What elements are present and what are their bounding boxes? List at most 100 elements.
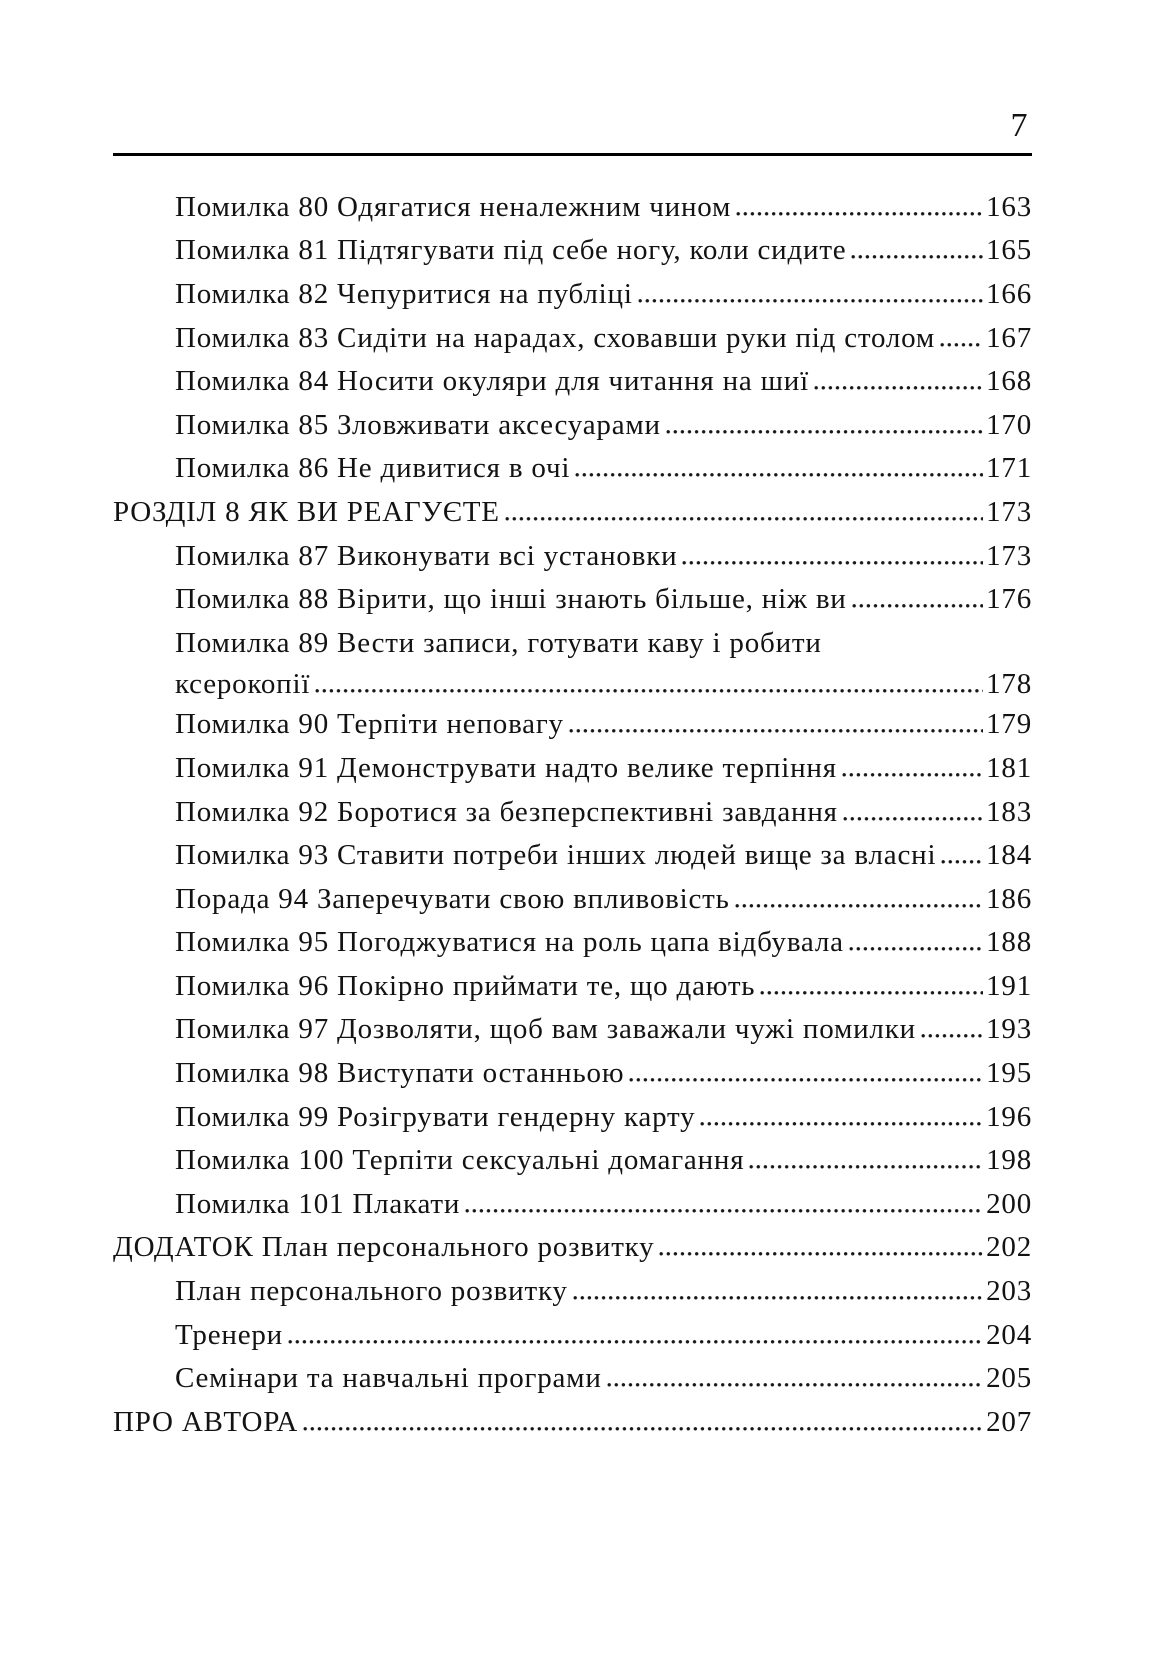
toc-entry: Помилка 88 Вірити, що інші знають більше… <box>113 578 1032 622</box>
toc-dot-leader <box>841 771 984 777</box>
toc-entry: Помилка 101 Плакати 200 <box>113 1183 1032 1227</box>
toc-entry-label: Помилка 85 Зловживати аксесуарами <box>175 408 661 441</box>
toc-entry-page: 191 <box>986 969 1032 1002</box>
toc-dot-leader <box>504 515 984 521</box>
toc-entry-label: Помилка 84 Носити окуляри для читання на… <box>175 365 809 398</box>
toc-entry-label: Тренери <box>175 1318 283 1351</box>
toc-entry-label: Помилка 100 Терпіти сексуальні домагання <box>175 1144 745 1177</box>
toc-entry-label: Помилка 96 Покірно приймати те, що дають <box>175 969 756 1002</box>
toc-entry-label: Помилка 99 Розігрувати гендерну карту <box>175 1100 696 1133</box>
toc-entry: Помилка 96 Покірно приймати те, що дають… <box>113 965 1032 1009</box>
toc-entry-label: Помилка 101 Плакати <box>175 1187 461 1220</box>
toc-entry-page: 204 <box>986 1318 1032 1351</box>
toc-entry-label: Помилка 97 Дозволяти, щоб вам заважали ч… <box>175 1013 916 1046</box>
toc-dot-leader <box>813 385 984 391</box>
toc-entry-page: 173 <box>986 539 1032 572</box>
toc-entry: Тренери 204 <box>113 1314 1032 1358</box>
toc-dot-leader <box>941 859 984 865</box>
toc-entry: РОЗДІЛ 8 ЯК ВИ РЕАГУЄТЕ 173 <box>113 491 1032 535</box>
toc-entry-page: 167 <box>986 321 1032 354</box>
toc-entry: ксерокопії 178 <box>113 665 1032 703</box>
toc-entry-page: 195 <box>986 1057 1032 1090</box>
toc-entry-label: Помилка 88 Вірити, що інші знають більше… <box>175 583 847 616</box>
toc-entry-page: 179 <box>986 708 1032 741</box>
toc-dot-leader <box>575 472 984 478</box>
toc-entry-label: Помилка 90 Терпіти неповагу <box>175 708 564 741</box>
toc-dot-leader <box>749 1164 984 1170</box>
toc-entry-label: Семінари та навчальні програми <box>175 1362 602 1395</box>
toc-entry-page: 203 <box>986 1275 1032 1308</box>
toc-entry-page: 198 <box>986 1144 1032 1177</box>
toc-entry: Семінари та навчальні програми 205 <box>113 1357 1032 1401</box>
toc-entry: Помилка 81 Підтягувати під себе ногу, ко… <box>113 229 1032 273</box>
toc-entry-page: 170 <box>986 408 1032 441</box>
toc-entry-label: Порада 94 Заперечувати свою впливовість <box>175 882 730 915</box>
toc-entry-page: 166 <box>986 277 1032 310</box>
toc-entry-page: 173 <box>986 495 1032 528</box>
toc-dot-leader <box>682 559 984 565</box>
toc-entry-page: 176 <box>986 583 1032 616</box>
toc-dot-leader <box>734 902 984 908</box>
toc-entry-page: 188 <box>986 926 1032 959</box>
toc-entry-page: 193 <box>986 1013 1032 1046</box>
toc-entry-label: Помилка 87 Виконувати всі установки <box>175 539 678 572</box>
toc-entry: Помилка 87 Виконувати всі установки 173 <box>113 535 1032 579</box>
toc-dot-leader <box>288 1338 984 1344</box>
toc-entry: Помилка 91 Демонструвати надто велике те… <box>113 747 1032 791</box>
toc-entry: Помилка 98 Виступати останньою 195 <box>113 1052 1032 1096</box>
toc-entry-label: Помилка 98 Виступати останньою <box>175 1057 625 1090</box>
toc-entry: Помилка 93 Ставити потреби інших людей в… <box>113 834 1032 878</box>
toc-entry: Помилка 80 Одягатися неналежним чином 16… <box>113 186 1032 230</box>
toc-entry-label: Помилка 82 Чепуритися на публіці <box>175 277 633 310</box>
toc-entry: ПРО АВТОРА 207 <box>113 1401 1032 1445</box>
toc-entry-label: Помилка 80 Одягатися неналежним чином <box>175 190 732 223</box>
toc-entry: Помилка 97 Дозволяти, щоб вам заважали ч… <box>113 1008 1032 1052</box>
toc-entry-page: 168 <box>986 365 1032 398</box>
toc-dot-leader <box>303 1425 984 1431</box>
toc-dot-leader <box>572 1295 984 1301</box>
toc-dot-leader <box>315 688 984 694</box>
toc-entry-page: 200 <box>986 1187 1032 1220</box>
toc-entry-page: 202 <box>986 1231 1032 1264</box>
toc-dot-leader <box>568 728 984 734</box>
toc-entry-page: 183 <box>986 795 1032 828</box>
toc-dot-leader <box>465 1207 984 1213</box>
toc-entry: Помилка 84 Носити окуляри для читання на… <box>113 360 1032 404</box>
toc-dot-leader <box>842 815 984 821</box>
toc-dot-leader <box>606 1382 984 1388</box>
toc-entry-label: РОЗДІЛ 8 ЯК ВИ РЕАГУЄТЕ <box>113 495 500 528</box>
toc-entry-label: Помилка 89 Вести записи, готувати каву і… <box>175 626 822 659</box>
toc-list: Помилка 80 Одягатися неналежним чином 16… <box>113 186 1032 1445</box>
toc-dot-leader <box>659 1251 984 1257</box>
toc-entry-page: 184 <box>986 839 1032 872</box>
toc-entry: Помилка 85 Зловживати аксесуарами 170 <box>113 404 1032 448</box>
toc-entry: ДОДАТОК План персонального розвитку 202 <box>113 1226 1032 1270</box>
toc-dot-leader <box>940 341 984 347</box>
toc-entry-page: 165 <box>986 234 1032 267</box>
toc-entry: Помилка 86 Не дивитися в очі 171 <box>113 447 1032 491</box>
toc-entry-page: 181 <box>986 751 1032 784</box>
toc-entry: Помилка 100 Терпіти сексуальні домагання… <box>113 1139 1032 1183</box>
header-rule <box>113 152 1032 156</box>
toc-dot-leader <box>920 1033 984 1039</box>
toc-entry-page: 196 <box>986 1100 1032 1133</box>
toc-dot-leader <box>665 428 984 434</box>
toc-entry-label: ДОДАТОК План персонального розвитку <box>113 1231 655 1264</box>
toc-entry-label: ПРО АВТОРА <box>113 1405 299 1438</box>
book-page: 7 Помилка 80 Одягатися неналежним чином … <box>113 0 1032 1444</box>
toc-dot-leader <box>700 1120 984 1126</box>
page-header: 7 <box>113 106 1032 147</box>
toc-entry-label: Помилка 91 Демонструвати надто велике те… <box>175 751 837 784</box>
toc-entry-label: Помилка 81 Підтягувати під себе ногу, ко… <box>175 234 847 267</box>
toc-entry: Помилка 82 Чепуритися на публіці 166 <box>113 273 1032 317</box>
page-number: 7 <box>1010 107 1028 144</box>
toc-entry-page: 163 <box>986 190 1032 223</box>
toc-dot-leader <box>637 297 984 303</box>
toc-entry-page: 205 <box>986 1362 1032 1395</box>
toc-entry-label: ксерокопії <box>175 668 311 701</box>
toc-entry-label: Помилка 92 Боротися за безперспективні з… <box>175 795 838 828</box>
toc-entry-label: Помилка 83 Сидіти на нарадах, сховавши р… <box>175 321 936 354</box>
toc-entry: План персонального розвитку 203 <box>113 1270 1032 1314</box>
toc-dot-leader <box>851 603 984 609</box>
toc-entry-page: 178 <box>986 668 1032 701</box>
